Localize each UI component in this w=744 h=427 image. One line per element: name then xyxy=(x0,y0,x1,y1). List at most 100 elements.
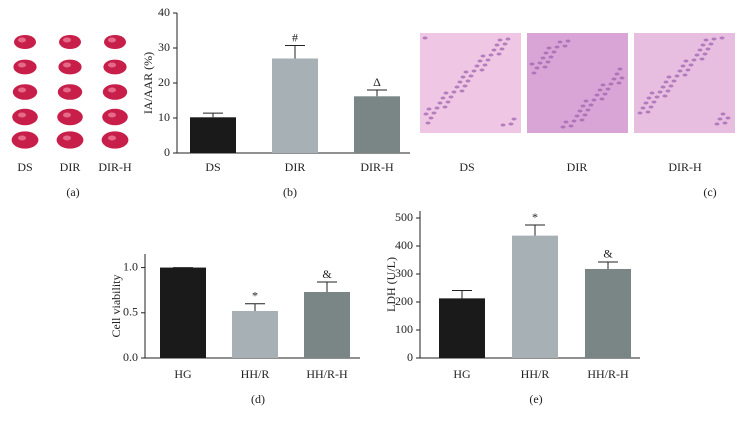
cell-nucleus xyxy=(708,42,714,46)
cell-nucleus xyxy=(474,64,480,68)
heart-highlight xyxy=(18,135,26,141)
heart-highlight xyxy=(63,135,71,141)
heart-highlight xyxy=(18,62,26,68)
heart-slice xyxy=(102,84,128,100)
cell-nucleus xyxy=(648,105,654,109)
cell-nucleus xyxy=(534,66,540,70)
cell-nucleus xyxy=(563,120,569,124)
cell-nucleus xyxy=(702,52,708,56)
cell-nucleus xyxy=(480,54,486,58)
cell-nucleus xyxy=(714,122,720,126)
bar xyxy=(439,298,485,358)
cell-nucleus xyxy=(491,48,497,52)
cell-nucleus xyxy=(540,56,546,60)
cell-nucleus xyxy=(691,58,697,62)
cell-nucleus xyxy=(460,75,466,79)
bar xyxy=(190,117,236,153)
cell-nucleus xyxy=(488,53,494,57)
significance-mark: & xyxy=(603,247,613,261)
x-tick-label: HH/R-H xyxy=(306,367,348,381)
cell-nucleus xyxy=(551,50,557,54)
x-tick-label: HH/R-H xyxy=(587,367,629,381)
cell-nucleus xyxy=(649,91,655,95)
cell-nucleus xyxy=(591,98,597,102)
cell-nucleus xyxy=(422,36,428,40)
heart-highlight xyxy=(63,37,71,43)
heart-slice xyxy=(12,84,38,100)
cell-nucleus xyxy=(683,59,689,63)
cell-nucleus xyxy=(668,84,674,88)
x-tick-label: DIR xyxy=(285,160,306,174)
y-tick-label: 20 xyxy=(158,75,170,89)
significance-mark: # xyxy=(292,30,298,44)
cell-nucleus xyxy=(529,62,535,66)
y-tick-label: 1.0 xyxy=(123,259,138,273)
bar xyxy=(232,310,278,358)
bar xyxy=(160,267,206,358)
cell-nucleus xyxy=(583,99,589,103)
heart-slice xyxy=(101,131,129,149)
y-tick-label: 10 xyxy=(158,110,170,124)
cell-nucleus xyxy=(646,96,652,100)
x-tick-label: HH/R xyxy=(521,367,550,381)
cell-nucleus xyxy=(657,90,663,94)
heart-highlight xyxy=(108,112,116,118)
cell-nucleus xyxy=(428,116,434,120)
cell-nucleus xyxy=(511,117,517,121)
image-caption: DS xyxy=(17,160,32,174)
cell-nucleus xyxy=(451,90,457,94)
cell-nucleus xyxy=(722,121,728,125)
cell-nucleus xyxy=(579,118,585,122)
heart-highlight xyxy=(18,87,26,93)
cell-nucleus xyxy=(654,95,660,99)
y-axis-label: Cell viability xyxy=(109,275,123,338)
cell-nucleus xyxy=(688,63,694,67)
heart-slice xyxy=(13,59,37,75)
cell-nucleus xyxy=(616,81,622,85)
cell-nucleus xyxy=(671,79,677,83)
cell-nucleus xyxy=(426,107,432,111)
cell-nucleus xyxy=(705,47,711,51)
panel-label: (c) xyxy=(703,185,716,199)
cell-nucleus xyxy=(543,51,549,55)
cell-nucleus xyxy=(485,58,491,62)
cell-nucleus xyxy=(445,100,451,104)
cell-nucleus xyxy=(694,53,700,57)
cell-nucleus xyxy=(565,39,571,43)
cell-nucleus xyxy=(700,43,706,47)
significance-mark: * xyxy=(532,210,538,224)
cell-nucleus xyxy=(425,121,431,125)
heart-highlight xyxy=(18,37,26,43)
x-tick-label: HH/R xyxy=(241,367,270,381)
heart-highlight xyxy=(63,112,71,118)
cell-nucleus xyxy=(666,75,672,79)
panel-label: (a) xyxy=(66,185,79,199)
cell-nucleus xyxy=(645,110,651,114)
cell-nucleus xyxy=(459,89,465,93)
cell-nucleus xyxy=(500,123,506,127)
y-axis-label: LDH (U/L) xyxy=(384,257,398,312)
x-tick-label: HG xyxy=(174,367,192,381)
cell-nucleus xyxy=(531,71,537,75)
cell-nucleus xyxy=(588,103,594,107)
significance-mark: Δ xyxy=(373,75,381,89)
panel-label: (b) xyxy=(283,185,297,199)
y-tick-label: 0.5 xyxy=(123,305,138,319)
cell-nucleus xyxy=(720,112,726,116)
cell-nucleus xyxy=(608,82,614,86)
cell-nucleus xyxy=(479,68,485,72)
heart-slice xyxy=(103,59,127,75)
cell-nucleus xyxy=(562,44,568,48)
cell-nucleus xyxy=(471,69,477,73)
cell-nucleus xyxy=(703,38,709,42)
cell-nucleus xyxy=(442,105,448,109)
y-axis-label: IA/AAR (%) xyxy=(141,52,155,114)
bar xyxy=(354,96,400,153)
y-tick-label: 100 xyxy=(395,322,413,336)
cell-nucleus xyxy=(448,95,454,99)
y-tick-label: 40 xyxy=(158,5,170,19)
significance-mark: & xyxy=(322,267,332,281)
y-tick-label: 300 xyxy=(395,266,413,280)
cell-nucleus xyxy=(651,100,657,104)
heart-slice xyxy=(58,59,82,75)
